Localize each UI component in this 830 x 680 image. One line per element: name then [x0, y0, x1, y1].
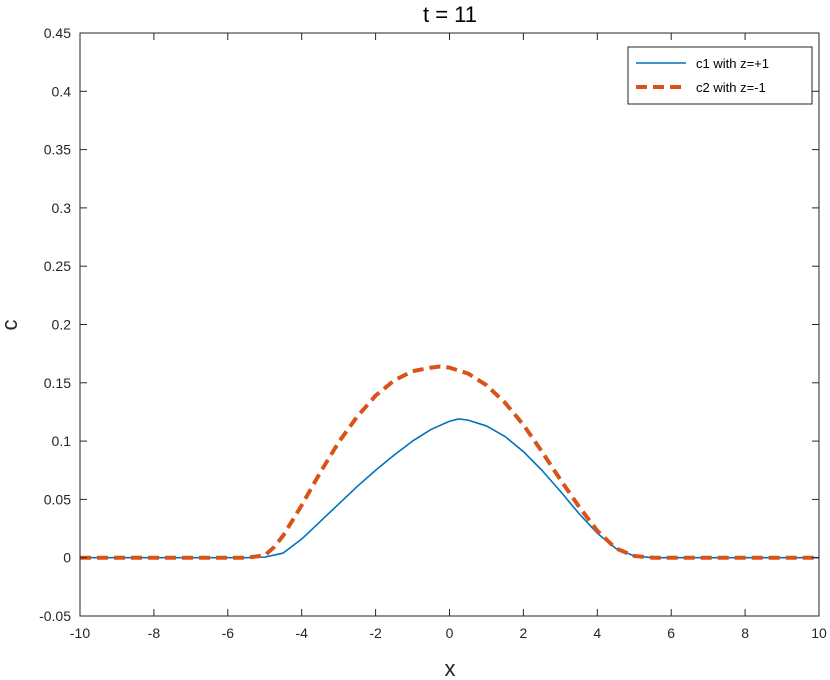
- series-layer: [80, 364, 819, 560]
- x-tick-label: 4: [593, 625, 601, 641]
- x-axis-title: x: [445, 656, 456, 680]
- y-tick-label: 0.3: [52, 200, 72, 216]
- x-tick-label: -6: [222, 625, 235, 641]
- x-tick-label: 6: [667, 625, 675, 641]
- y-tick-label: 0.35: [44, 142, 71, 158]
- plot-area: [80, 33, 819, 616]
- series-line-2: [80, 364, 819, 560]
- legend-label-2: c2 with z=-1: [696, 80, 766, 95]
- x-tick-label: 10: [811, 625, 827, 641]
- x-tick-label: -10: [70, 625, 90, 641]
- y-tick-label: 0.25: [44, 258, 71, 274]
- y-tick-label: 0: [63, 550, 71, 566]
- y-tick-label: -0.05: [39, 608, 71, 624]
- axes-layer: -10 -8 -6 -4 -2 0 2 4 6 8 10 -0.05 0 0.05 0.1 0.15 0.2 0.…: [39, 25, 827, 641]
- legend: c1 with z=+1 c2 with z=-1: [627, 46, 813, 105]
- y-tick-label: 0.15: [44, 375, 71, 391]
- x-tick-label: 0: [446, 625, 454, 641]
- x-tick-label: -4: [295, 625, 308, 641]
- x-tick-label: -2: [369, 625, 382, 641]
- y-tick-label: 0.2: [52, 317, 72, 333]
- x-tick-label: 2: [520, 625, 528, 641]
- y-tick-label: 0.4: [52, 83, 72, 99]
- legend-box: [627, 46, 813, 105]
- legend-label-1: c1 with z=+1: [696, 56, 769, 71]
- y-tick-label: 0.1: [52, 433, 72, 449]
- x-tick-label: 8: [741, 625, 749, 641]
- y-axis-title: c: [0, 320, 22, 331]
- chart-title: t = 11: [423, 2, 477, 27]
- x-tick-label: -8: [148, 625, 161, 641]
- y-tick-label: 0.05: [44, 491, 71, 507]
- y-tick-label: 0.45: [44, 25, 71, 41]
